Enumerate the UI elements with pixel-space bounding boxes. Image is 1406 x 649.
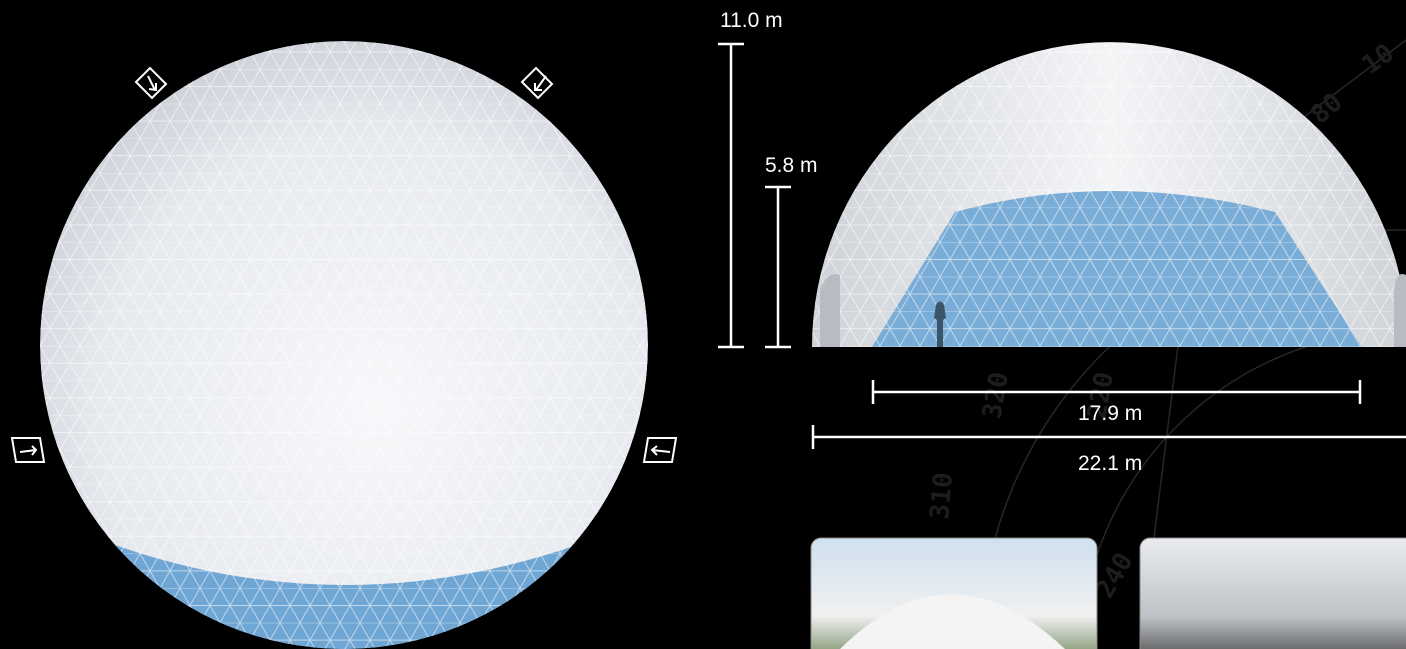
dome-elevation (812, 42, 1406, 348)
photo-thumbnails (810, 537, 1406, 649)
dimension-lines (718, 42, 1406, 449)
compass-label: 10 (1357, 38, 1400, 81)
dome-top-view (40, 41, 648, 649)
photo[interactable] (1139, 537, 1406, 649)
inner-width-label: 17.9 m (1078, 402, 1142, 425)
diameter-label: 22.1 m (1078, 452, 1142, 475)
compass-label: 240 (1090, 548, 1139, 604)
door-height-label: 5.8 m (765, 154, 818, 177)
compass-label: 310 (925, 471, 959, 520)
compass-label: 320 (977, 370, 1015, 421)
height-label: 11.0 m (720, 9, 783, 32)
entrance-arrows (10, 66, 678, 463)
